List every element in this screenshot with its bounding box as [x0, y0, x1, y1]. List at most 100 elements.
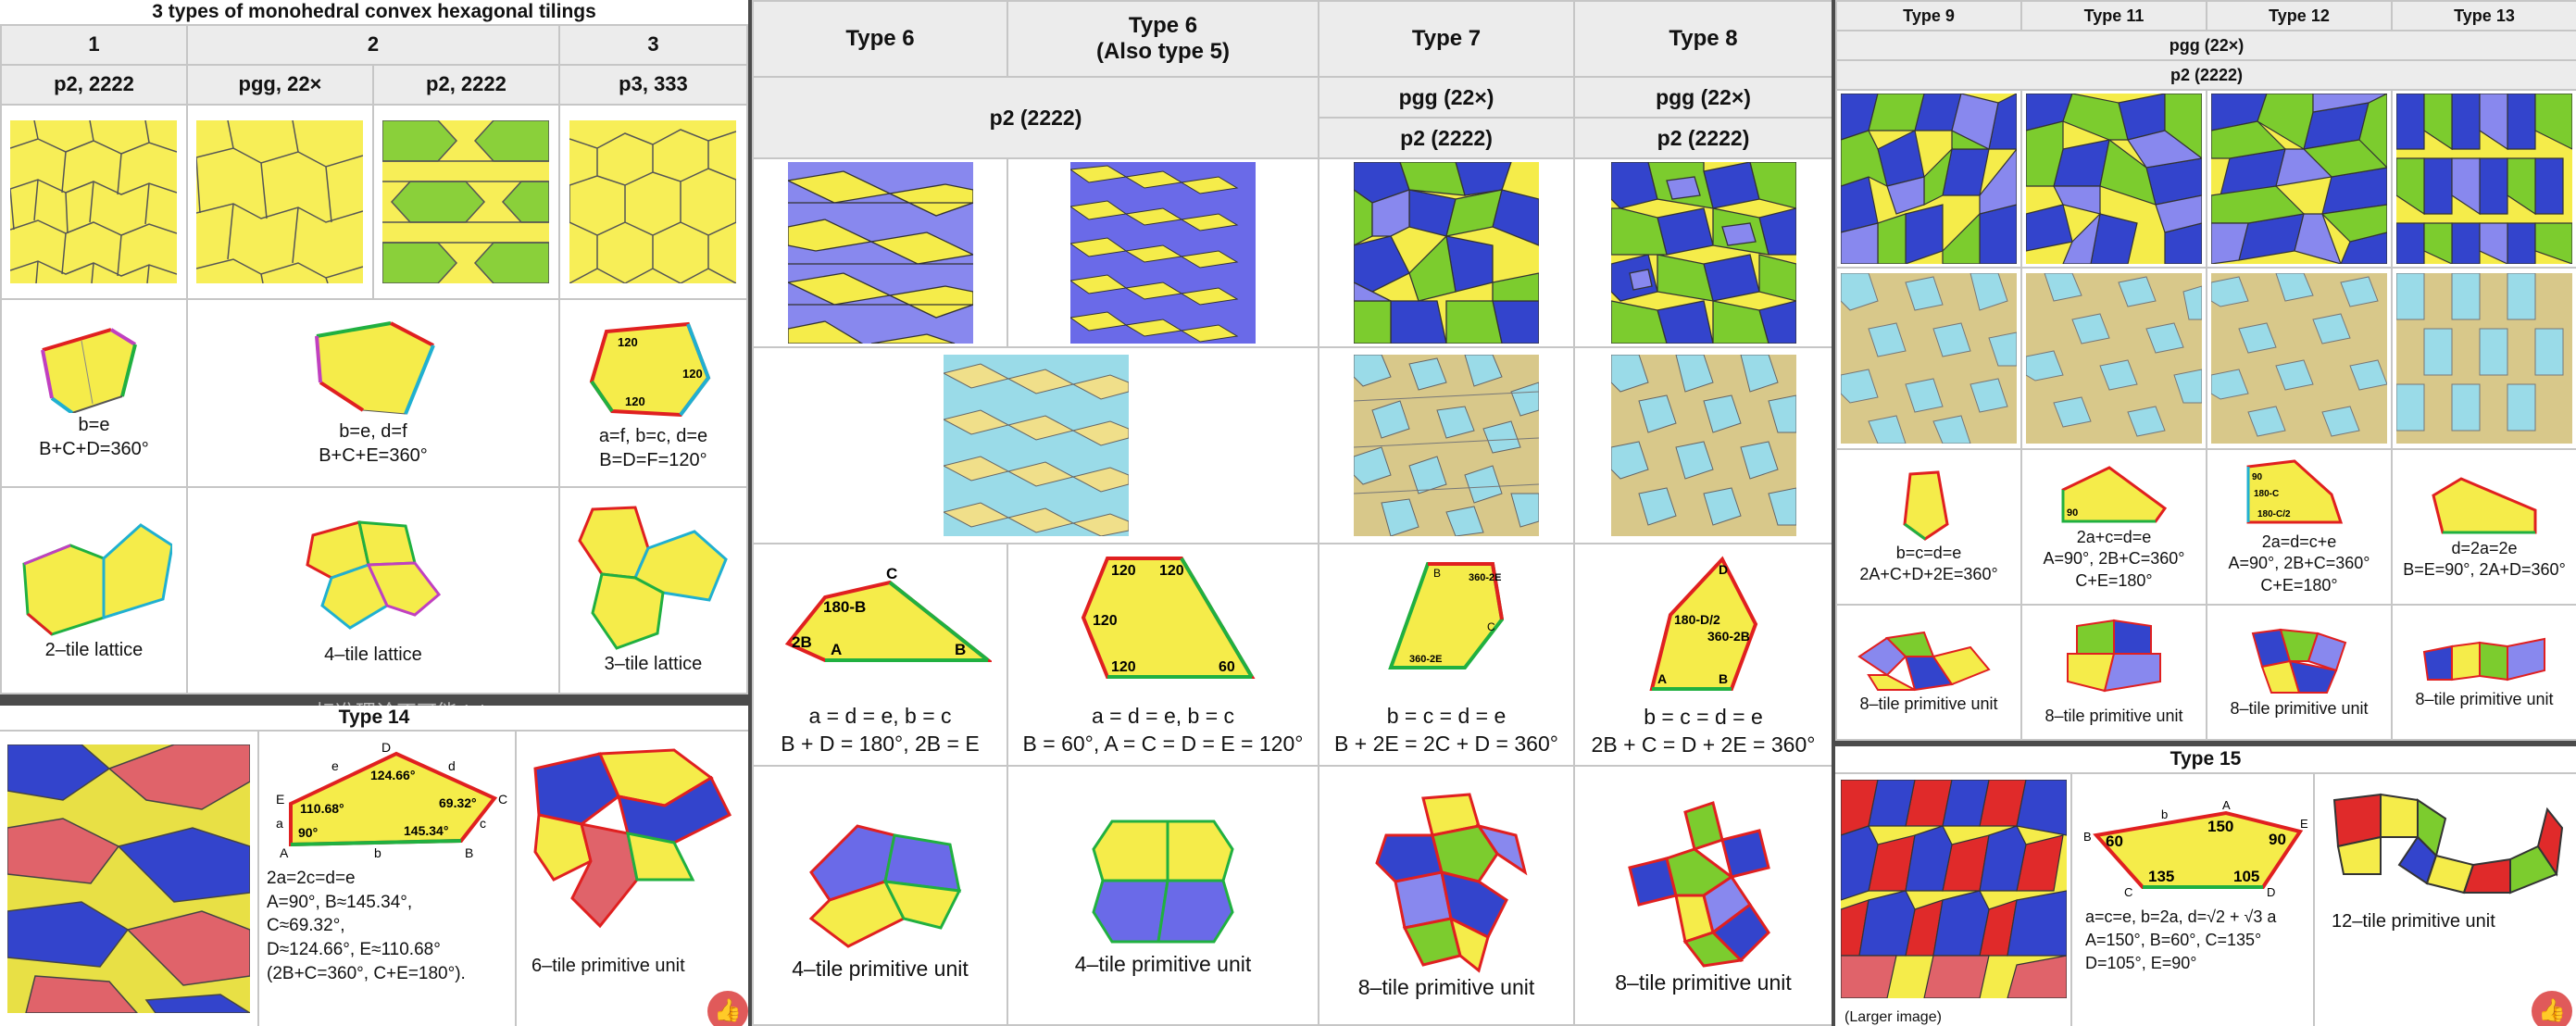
unit-diagram [757, 807, 1004, 956]
unit-diagram [2210, 624, 2388, 698]
angle-label: 60 [2106, 832, 2123, 850]
vertex-label: B [1719, 671, 1728, 686]
type15-tiling-image [1841, 780, 2067, 998]
larger-image-link[interactable]: (Larger image) [1843, 1009, 1944, 1026]
type14-tiling-image [0, 732, 259, 1026]
unit-label: 8–tile primitive unit [2045, 707, 2183, 726]
group-label: p2 (2222) [1835, 59, 2576, 91]
type-header: Type 9 [1835, 0, 2022, 31]
pentagon-caption: d=2a=2e B=E=90°, 2A+D=360° [2403, 538, 2566, 579]
side-label: a [276, 816, 283, 831]
hexagon-diagram [5, 324, 183, 414]
vertex-label: C [886, 565, 897, 582]
tiling-image [757, 355, 1315, 536]
pentagon-9-13-table: Type 9 Type 11 Type 12 Type 13 pgg (22×)… [1835, 0, 2576, 741]
type15-pentagon: Ab E B C D 150 90 60 135 105 [2083, 798, 2308, 899]
type14-title: Type 14 [338, 707, 410, 728]
vertex-label: D [2267, 885, 2275, 899]
angle-label: 90 [2067, 507, 2078, 519]
group-label: p3, 333 [557, 63, 748, 106]
vertex-label: D [381, 740, 391, 755]
lattice-diagram [191, 513, 556, 643]
tiling-image [2395, 94, 2573, 264]
type-header: Type 13 [2391, 0, 2576, 31]
pentagon-diagram: D 180-D/2 360-2B A B [1578, 550, 1829, 698]
vertex-label: C [2124, 885, 2132, 899]
pentagon-9-13-panel: Type 9 Type 11 Type 12 Type 13 pgg (22×)… [1835, 0, 2576, 741]
col-header: 2 [185, 24, 560, 66]
like-icon[interactable]: 👍 [707, 991, 748, 1026]
group-label: p2, 2222 [371, 63, 560, 106]
group-label: p2 (2222) [1318, 117, 1575, 159]
vertex-label: E [276, 792, 284, 807]
hexagon-panel: 3 types of monohedral convex hexagonal t… [0, 0, 748, 694]
unit-label: 8–tile primitive unit [1859, 694, 1998, 714]
type15-caption: a=c=e, b=2a, d=√2 + √3 a A=150°, B=60°, C… [2085, 907, 2277, 973]
vertex-label: A [2222, 798, 2231, 812]
angle-label: 360-2E [1469, 572, 1501, 583]
tiling-image [757, 162, 1004, 344]
pentagon-caption: b = c = d = e 2B + C = D + 2E = 360° [1591, 705, 1816, 757]
angle-label: 180-D/2 [1674, 612, 1720, 627]
angle-label: 60 [1219, 659, 1235, 675]
hexagon-caption: a=f, b=c, d=e B=D=F=120° [598, 426, 708, 471]
unit-diagram [2395, 633, 2573, 689]
vertex-label: A [831, 641, 842, 658]
tiling-image [2210, 94, 2388, 264]
pentagon-678-table: Type 6 Type 6 (Also type 5) Type 7 Type 8… [752, 0, 1832, 1026]
tiling-image [1578, 162, 1829, 344]
group-label: p2 (2222) [752, 76, 1319, 159]
side-label: d [448, 758, 456, 773]
group-label: pgg (22×) [1318, 76, 1575, 119]
like-icon[interactable]: 👍 [2532, 991, 2572, 1026]
vertex-label: D [1719, 562, 1728, 577]
side-label: b [374, 845, 381, 860]
group-label: p2, 2222 [0, 63, 188, 106]
pentagon-diagram [1840, 469, 2018, 543]
type-header: Type 12 [2206, 0, 2393, 31]
group-label: pgg, 22× [185, 63, 374, 106]
hexagon-table: 1 2 3 p2, 2222 pgg, 22× p2, 2222 p3, 333… [0, 24, 748, 694]
pentagon-caption: 2a+c=d=e A=90°, 2B+C=360° C+E=180° [2043, 527, 2185, 590]
angle-label: 150 [2207, 818, 2233, 835]
unit-diagram [1011, 812, 1315, 951]
pentagon-diagram: B 360-2E C 360-2E [1322, 551, 1570, 690]
type15-unit-diagram [2332, 793, 2564, 895]
angle-label: 145.34° [404, 823, 448, 838]
angle-label: 124.66° [370, 768, 415, 782]
tiling-image [1322, 355, 1570, 536]
type15-unit-cell: 12–tile primitive unit [2315, 774, 2576, 1026]
angle-label: 2B [792, 633, 812, 651]
tiling-image [377, 119, 556, 283]
unit-label: 6–tile primitive unit [531, 956, 685, 976]
unit-label: 8–tile primitive unit [2415, 690, 2554, 709]
unit-label: 8–tile primitive unit [2230, 699, 2369, 719]
lattice-diagram [563, 504, 744, 652]
pentagon-678-panel: Type 6 Type 6 (Also type 5) Type 7 Type 8… [752, 0, 1832, 1026]
lattice-diagram [5, 518, 183, 638]
side-label: c [480, 816, 486, 831]
vertex-label: B [1433, 567, 1441, 580]
angle-label: 120 [1159, 563, 1184, 579]
col-header: 1 [0, 24, 188, 66]
group-label: pgg (22×) [1835, 30, 2576, 61]
angle-label: 120 [1093, 613, 1118, 629]
unit-label: 4–tile primitive unit [792, 957, 969, 982]
angle-label: 69.32° [439, 795, 477, 810]
angle-label: 90 [2269, 831, 2286, 848]
tiling-image [2210, 273, 2388, 444]
angle-label: 180-C/2 [2257, 509, 2291, 519]
type-header: Type 8 [1573, 0, 1832, 78]
pentagon-diagram: 180-B C 2B A B [757, 551, 1004, 690]
group-label: pgg (22×) [1573, 76, 1832, 119]
vertex-label: A [1657, 671, 1667, 686]
angle-label: 120 [1111, 563, 1136, 579]
angle-label: 120 [625, 394, 645, 408]
side-label: e [331, 758, 339, 773]
vertex-label: B [465, 845, 473, 860]
type15-title: Type 15 [2170, 748, 2242, 770]
vertex-label: A [280, 845, 289, 860]
